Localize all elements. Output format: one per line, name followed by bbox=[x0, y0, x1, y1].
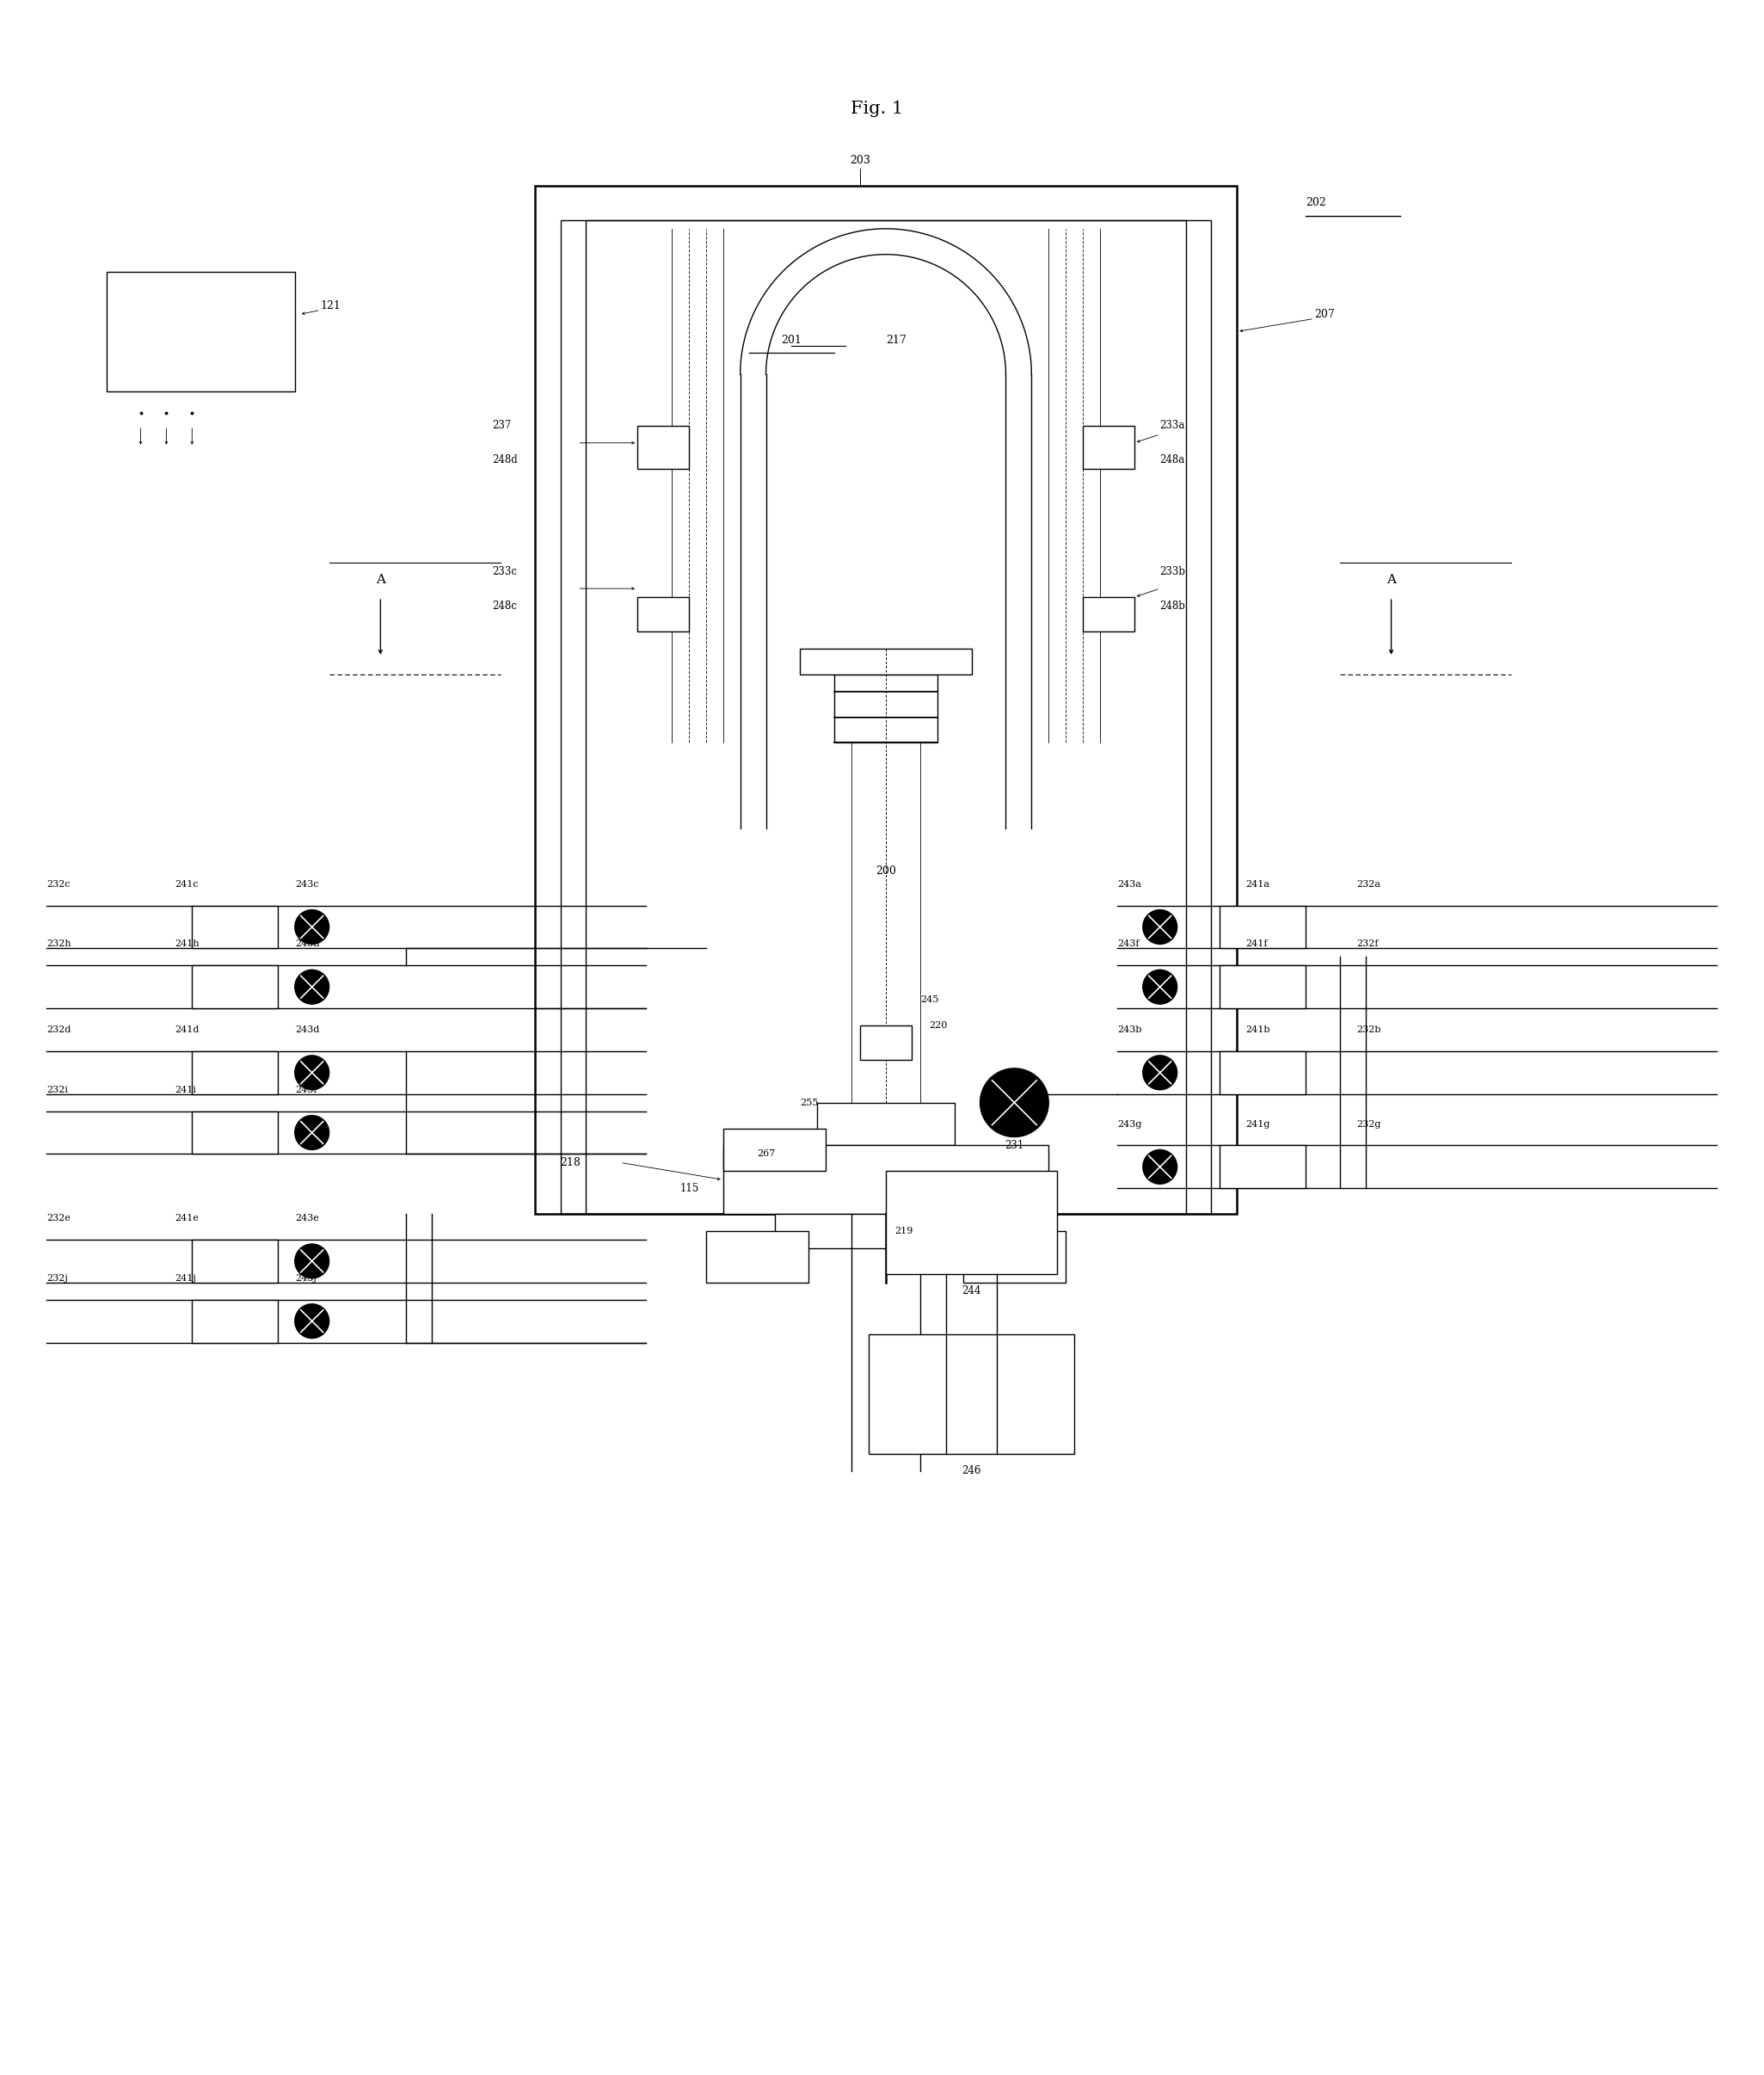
Text: 220: 220 bbox=[928, 1021, 947, 1029]
Bar bbox=[801, 649, 972, 674]
Text: 241a: 241a bbox=[1245, 880, 1270, 888]
Text: 232g: 232g bbox=[1357, 1120, 1381, 1129]
Text: 243h: 243h bbox=[295, 940, 319, 948]
Bar bbox=[1083, 425, 1134, 469]
Text: 248a: 248a bbox=[1161, 454, 1185, 465]
Bar bbox=[561, 220, 1212, 1214]
Text: 233c: 233c bbox=[492, 566, 517, 577]
Circle shape bbox=[1143, 969, 1177, 1004]
Bar bbox=[1221, 965, 1305, 1008]
Text: 241e: 241e bbox=[175, 1214, 199, 1222]
Bar bbox=[192, 1239, 277, 1282]
Text: 233b: 233b bbox=[1161, 566, 1185, 577]
Text: 232b: 232b bbox=[1357, 1025, 1381, 1033]
Text: 246: 246 bbox=[961, 1465, 981, 1477]
Circle shape bbox=[295, 1245, 330, 1278]
Bar bbox=[534, 187, 1237, 1214]
Bar bbox=[192, 1112, 277, 1154]
Bar bbox=[861, 1025, 912, 1060]
Text: 203: 203 bbox=[850, 154, 870, 166]
Text: 243g: 243g bbox=[1117, 1120, 1141, 1129]
Text: 241g: 241g bbox=[1245, 1120, 1270, 1129]
Bar bbox=[706, 1230, 808, 1282]
Text: 255: 255 bbox=[801, 1098, 818, 1106]
Text: 232h: 232h bbox=[46, 940, 71, 948]
Circle shape bbox=[295, 909, 330, 944]
Text: 217: 217 bbox=[886, 334, 907, 347]
Text: 248c: 248c bbox=[492, 600, 517, 612]
Bar bbox=[1083, 598, 1134, 631]
Text: 231: 231 bbox=[1005, 1139, 1023, 1152]
Text: 243a: 243a bbox=[1117, 880, 1141, 888]
Text: 200: 200 bbox=[875, 865, 896, 878]
Text: 232i: 232i bbox=[46, 1085, 69, 1094]
Circle shape bbox=[981, 1069, 1048, 1137]
Bar bbox=[192, 905, 277, 948]
Text: 201: 201 bbox=[781, 334, 803, 347]
Text: 241f: 241f bbox=[1245, 940, 1268, 948]
Text: 243i: 243i bbox=[295, 1085, 316, 1094]
Bar bbox=[723, 1145, 1048, 1214]
Text: 243b: 243b bbox=[1117, 1025, 1141, 1033]
Text: 233a: 233a bbox=[1161, 419, 1185, 432]
Bar bbox=[1221, 905, 1305, 948]
Bar bbox=[886, 1170, 1057, 1274]
Text: 115: 115 bbox=[681, 1183, 699, 1193]
Text: 232f: 232f bbox=[1357, 940, 1379, 948]
Text: 232d: 232d bbox=[46, 1025, 71, 1033]
Text: 248d: 248d bbox=[492, 454, 517, 465]
Text: 121: 121 bbox=[321, 301, 340, 311]
Circle shape bbox=[295, 1116, 330, 1150]
Text: 241d: 241d bbox=[175, 1025, 199, 1033]
Text: 232a: 232a bbox=[1357, 880, 1381, 888]
Bar bbox=[637, 598, 690, 631]
Text: 243f: 243f bbox=[1117, 940, 1140, 948]
Text: 218: 218 bbox=[561, 1158, 580, 1168]
Bar bbox=[834, 674, 937, 743]
Bar bbox=[852, 743, 921, 1102]
Circle shape bbox=[295, 1056, 330, 1089]
Text: 241c: 241c bbox=[175, 880, 199, 888]
Text: Fig. 1: Fig. 1 bbox=[850, 100, 903, 116]
Text: 202: 202 bbox=[1305, 197, 1327, 210]
Bar bbox=[192, 965, 277, 1008]
Text: 237: 237 bbox=[492, 419, 512, 432]
Bar bbox=[106, 272, 295, 392]
Text: 245: 245 bbox=[921, 996, 938, 1004]
Circle shape bbox=[1143, 1150, 1177, 1185]
Bar bbox=[192, 1299, 277, 1343]
Bar bbox=[192, 1052, 277, 1094]
Circle shape bbox=[295, 969, 330, 1004]
Circle shape bbox=[295, 1303, 330, 1338]
Text: 243e: 243e bbox=[295, 1214, 319, 1222]
Text: A: A bbox=[376, 575, 385, 585]
Bar bbox=[1221, 1145, 1305, 1189]
Text: 248b: 248b bbox=[1161, 600, 1185, 612]
Bar bbox=[637, 425, 690, 469]
Text: 219: 219 bbox=[894, 1226, 912, 1235]
Text: 241h: 241h bbox=[175, 940, 199, 948]
Text: 244: 244 bbox=[961, 1286, 981, 1297]
Text: 232j: 232j bbox=[46, 1274, 67, 1282]
Bar bbox=[868, 1334, 1074, 1455]
Text: 241i: 241i bbox=[175, 1085, 196, 1094]
Bar bbox=[586, 220, 1185, 1214]
Bar bbox=[1221, 1052, 1305, 1094]
Text: 241b: 241b bbox=[1245, 1025, 1270, 1033]
Text: 243j: 243j bbox=[295, 1274, 316, 1282]
Text: 243d: 243d bbox=[295, 1025, 319, 1033]
Text: 232e: 232e bbox=[46, 1214, 71, 1222]
Text: 207: 207 bbox=[1314, 309, 1335, 320]
Text: 241j: 241j bbox=[175, 1274, 196, 1282]
Bar bbox=[817, 1102, 954, 1145]
Text: A: A bbox=[1387, 575, 1395, 585]
Circle shape bbox=[1143, 909, 1177, 944]
Text: 232c: 232c bbox=[46, 880, 71, 888]
Text: 243c: 243c bbox=[295, 880, 319, 888]
Bar bbox=[723, 1129, 826, 1170]
Bar bbox=[774, 1214, 997, 1249]
Circle shape bbox=[1143, 1056, 1177, 1089]
Bar bbox=[963, 1230, 1065, 1282]
Text: 267: 267 bbox=[757, 1150, 776, 1158]
